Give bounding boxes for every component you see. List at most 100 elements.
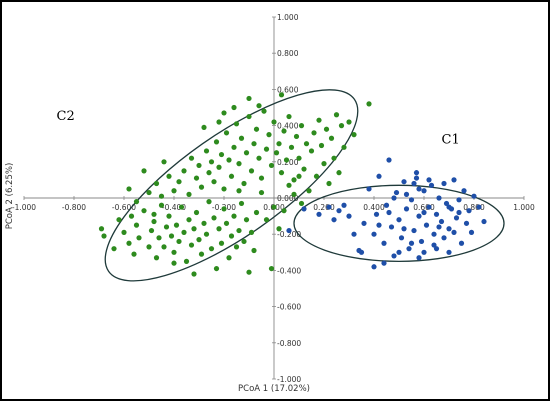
point-c2 [183, 258, 190, 264]
point-c1 [481, 218, 487, 225]
point-c2 [323, 126, 330, 132]
point-c1 [476, 204, 482, 210]
point-c1 [441, 235, 447, 241]
point-c2 [346, 119, 352, 125]
point-c2 [201, 220, 207, 226]
cluster-label-c1: C1 [442, 133, 460, 148]
point-c2 [253, 126, 260, 132]
point-c2 [326, 180, 332, 187]
point-c2 [273, 150, 280, 156]
point-c2 [233, 121, 240, 127]
point-c2 [241, 180, 247, 187]
point-c2 [351, 132, 357, 138]
point-c1 [346, 213, 352, 219]
point-c1 [358, 249, 365, 255]
point-c1 [398, 235, 405, 241]
point-c2 [328, 135, 335, 141]
point-c1 [403, 206, 410, 212]
y-tick-label: 0.000 [277, 194, 299, 203]
point-c2 [258, 189, 265, 196]
point-c1 [301, 206, 307, 212]
point-c2 [366, 101, 372, 107]
point-c2 [238, 200, 245, 207]
cluster-ellipses [104, 89, 505, 282]
point-c2 [216, 119, 222, 125]
y-tick-label: 1.000 [277, 13, 299, 22]
point-c2 [131, 251, 137, 257]
point-c2 [206, 170, 212, 176]
x-tick-label: 1.000 [513, 203, 535, 212]
point-c1 [406, 246, 412, 252]
point-c2 [168, 233, 175, 239]
point-c1 [336, 208, 342, 214]
point-c2 [121, 229, 127, 235]
point-c2 [298, 123, 305, 129]
point-c1 [423, 222, 430, 228]
point-c1 [361, 220, 367, 226]
point-c2 [188, 155, 195, 161]
point-c2 [266, 132, 272, 138]
y-tick-label: -0.400 [277, 266, 301, 275]
point-c1 [373, 211, 380, 217]
point-c1 [316, 211, 322, 217]
point-c1 [393, 189, 400, 196]
point-c2 [208, 246, 215, 252]
point-c2 [288, 144, 295, 150]
point-c2 [136, 235, 142, 241]
x-tick-label: -1.000 [12, 203, 36, 212]
point-c2 [196, 237, 202, 243]
point-c1 [416, 213, 422, 219]
point-c1 [428, 182, 435, 188]
point-c1 [386, 157, 392, 163]
point-c1 [401, 226, 407, 232]
point-c2 [231, 104, 237, 111]
point-c1 [446, 204, 452, 210]
point-c1 [421, 188, 427, 194]
point-c1 [443, 200, 450, 207]
point-c2 [171, 188, 177, 194]
point-c2 [181, 229, 187, 235]
x-tick-label: -0.600 [112, 203, 136, 212]
point-c2 [211, 179, 217, 185]
point-c2 [98, 226, 105, 232]
point-c2 [321, 161, 327, 167]
y-tick-label: -0.600 [277, 303, 301, 312]
point-c1 [446, 249, 452, 255]
point-c1 [471, 193, 477, 199]
point-c2 [296, 155, 302, 161]
point-c2 [236, 161, 242, 167]
point-c2 [303, 141, 310, 147]
y-tick-label: -0.800 [277, 339, 301, 348]
point-c2 [171, 249, 177, 255]
point-c1 [341, 202, 347, 208]
point-c2 [153, 180, 160, 187]
point-c1 [431, 242, 437, 248]
point-c1 [456, 197, 462, 203]
point-c2 [268, 162, 275, 169]
point-c1 [421, 249, 427, 255]
point-c2 [126, 240, 132, 246]
point-c2 [228, 173, 235, 179]
x-tick-label: 0.600 [413, 203, 435, 212]
point-c2 [166, 213, 172, 219]
point-c2 [228, 233, 235, 239]
point-c1 [436, 195, 442, 201]
point-c2 [306, 188, 312, 194]
point-c1 [381, 240, 387, 246]
point-c1 [401, 179, 407, 185]
point-c1 [411, 180, 417, 187]
point-c2 [296, 173, 302, 179]
point-c2 [191, 271, 197, 277]
point-c2 [226, 157, 232, 163]
point-c2 [146, 244, 152, 250]
point-c2 [156, 235, 162, 241]
point-c2 [128, 213, 135, 219]
point-c2 [186, 191, 192, 197]
point-c2 [256, 103, 262, 109]
x-tick-label: -0.400 [162, 203, 186, 212]
point-c2 [251, 247, 257, 254]
point-c2 [198, 251, 205, 257]
point-c1 [371, 264, 377, 270]
cluster-label-c2: C2 [57, 109, 75, 124]
